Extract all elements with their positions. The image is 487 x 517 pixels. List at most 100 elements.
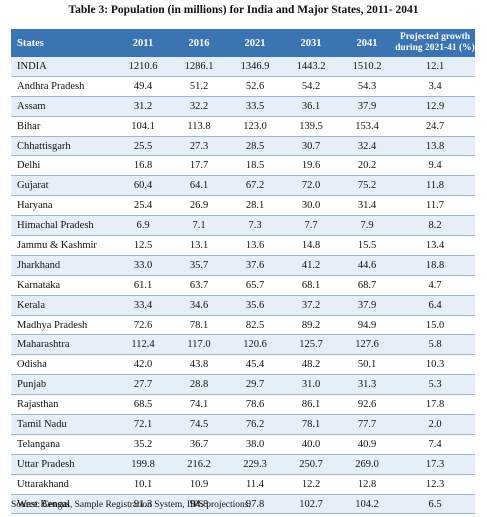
cell-2041: 40.9 [339, 434, 395, 455]
table-row: Gujarat 60.4 64.1 67.2 72.0 75.2 11.8 [11, 175, 475, 197]
table-row: Assam 31.2 32.2 33.5 36.1 37.9 12.9 [11, 96, 475, 117]
cell-state: Rajasthan [11, 394, 115, 416]
table-row: Odisha 42.0 43.8 45.4 48.2 50.1 10.3 [11, 354, 475, 376]
cell-2016: 27.3 [171, 136, 227, 157]
cell-state: Punjab [11, 374, 115, 396]
header-projected-growth-line2: during 2021-41 (%) [395, 43, 475, 53]
cell-2031: 12.2 [283, 474, 339, 495]
cell-state: Kerala [11, 295, 115, 316]
cell-2016: 74.5 [171, 414, 227, 435]
table-row: Karnataka 61.1 63.7 65.7 68.1 68.7 4.7 [11, 275, 475, 296]
cell-2011: 61.1 [115, 275, 171, 296]
table-row: Rajasthan 68.5 74.1 78.6 86.1 92.6 17.8 [11, 394, 475, 416]
cell-2041: 1510.2 [339, 57, 395, 77]
cell-2031: 7.7 [283, 215, 339, 237]
table-row: Punjab 27.7 28.8 29.7 31.0 31.3 5.3 [11, 374, 475, 396]
table-row: Bihar 104.1 113.8 123.0 139.5 153.4 24.7 [11, 116, 475, 137]
cell-state: Madhya Pradesh [11, 315, 115, 336]
cell-projected-growth: 12.1 [395, 57, 475, 77]
cell-projected-growth: 11.8 [395, 175, 475, 197]
header-2011: 2011 [115, 29, 171, 57]
cell-2021: 11.4 [227, 474, 283, 495]
cell-2041: 269.0 [339, 454, 395, 475]
cell-state: Maharashtra [11, 334, 115, 356]
cell-projected-growth: 17.8 [395, 394, 475, 416]
cell-projected-growth: 12.3 [395, 474, 475, 495]
cell-state: Assam [11, 96, 115, 117]
header-row: States 2011 2016 2021 2031 2041 Projecte… [11, 29, 475, 57]
cell-state: Odisha [11, 354, 115, 376]
cell-2016: 43.8 [171, 354, 227, 376]
cell-2021: 18.5 [227, 155, 283, 177]
table-row: Chhattisgarh 25.5 27.3 28.5 30.7 32.4 13.8 [11, 136, 475, 157]
cell-2041: 7.9 [339, 215, 395, 237]
table-row: Telangana 35.2 36.7 38.0 40.0 40.9 7.4 [11, 434, 475, 455]
cell-projected-growth: 18.8 [395, 255, 475, 276]
table-row: Madhya Pradesh 72.6 78.1 82.5 89.2 94.9 15.0 [11, 315, 475, 336]
cell-2016: 35.7 [171, 255, 227, 276]
cell-2031: 78.1 [283, 414, 339, 435]
cell-2016: 74.1 [171, 394, 227, 416]
cell-2011: 49.4 [115, 76, 171, 97]
cell-projected-growth: 12.9 [395, 96, 475, 117]
cell-2021: 52.6 [227, 76, 283, 97]
cell-2011: 68.5 [115, 394, 171, 416]
cell-2021: 78.6 [227, 394, 283, 416]
cell-2011: 35.2 [115, 434, 171, 455]
table-row: Himachal Pradesh 6.9 7.1 7.3 7.7 7.9 8.2 [11, 215, 475, 237]
cell-2011: 72.1 [115, 414, 171, 435]
cell-state: Chhattisgarh [11, 136, 115, 157]
cell-2021: 229.3 [227, 454, 283, 475]
cell-2041: 94.9 [339, 315, 395, 336]
cell-2031: 30.7 [283, 136, 339, 157]
cell-2041: 37.9 [339, 96, 395, 117]
cell-2041: 104.2 [339, 494, 395, 515]
cell-2041: 153.4 [339, 116, 395, 137]
cell-2021: 45.4 [227, 354, 283, 376]
cell-state: Gujarat [11, 175, 115, 197]
cell-2016: 32.2 [171, 96, 227, 117]
cell-2031: 37.2 [283, 295, 339, 316]
cell-state: Haryana [11, 195, 115, 217]
table-row: Uttarakhand 10.1 10.9 11.4 12.2 12.8 12.3 [11, 474, 475, 495]
source-note: Source: Census, Sample Registration Syst… [11, 500, 251, 510]
cell-projected-growth: 8.2 [395, 215, 475, 237]
cell-2011: 33.4 [115, 295, 171, 316]
cell-projected-growth: 13.4 [395, 235, 475, 256]
cell-state: West Bengal [11, 494, 115, 515]
cell-projected-growth: 6.5 [395, 494, 475, 515]
table-row: INDIA 1210.6 1286.1 1346.9 1443.2 1510.2 12.1 [11, 57, 475, 77]
cell-2011: 27.7 [115, 374, 171, 396]
cell-projected-growth: 6.4 [395, 295, 475, 316]
cell-2031: 41.2 [283, 255, 339, 276]
cell-state: Jammu & Kashmir [11, 235, 115, 256]
cell-2011: 16.8 [115, 155, 171, 177]
cell-2041: 54.3 [339, 76, 395, 97]
cell-2041: 92.6 [339, 394, 395, 416]
cell-2031: 31.0 [283, 374, 339, 396]
cell-projected-growth: 9.4 [395, 155, 475, 177]
cell-2031: 102.7 [283, 494, 339, 515]
cell-2016: 17.7 [171, 155, 227, 177]
cell-2041: 15.5 [339, 235, 395, 256]
cell-2021: 97.8 [227, 494, 283, 515]
cell-2041: 50.1 [339, 354, 395, 376]
cell-2031: 1443.2 [283, 57, 339, 77]
cell-projected-growth: 5.8 [395, 334, 475, 356]
cell-state: Telangana [11, 434, 115, 455]
cell-2016: 7.1 [171, 215, 227, 237]
cell-2016: 36.7 [171, 434, 227, 455]
table-body: INDIA 1210.6 1286.1 1346.9 1443.2 1510.2 12.1 A… [11, 57, 475, 515]
cell-2031: 86.1 [283, 394, 339, 416]
cell-2016: 51.2 [171, 76, 227, 97]
cell-state: Jharkhand [11, 255, 115, 276]
cell-2021: 29.7 [227, 374, 283, 396]
cell-2041: 77.7 [339, 414, 395, 435]
cell-2011: 6.9 [115, 215, 171, 237]
cell-projected-growth: 11.7 [395, 195, 475, 217]
cell-2041: 31.4 [339, 195, 395, 217]
table-row: Haryana 25.4 26.9 28.1 30.0 31.4 11.7 [11, 195, 475, 217]
header-2016: 2016 [171, 29, 227, 57]
cell-2031: 125.7 [283, 334, 339, 356]
table-row: Maharashtra 112.4 117.0 120.6 125.7 127.6 5.8 [11, 334, 475, 356]
